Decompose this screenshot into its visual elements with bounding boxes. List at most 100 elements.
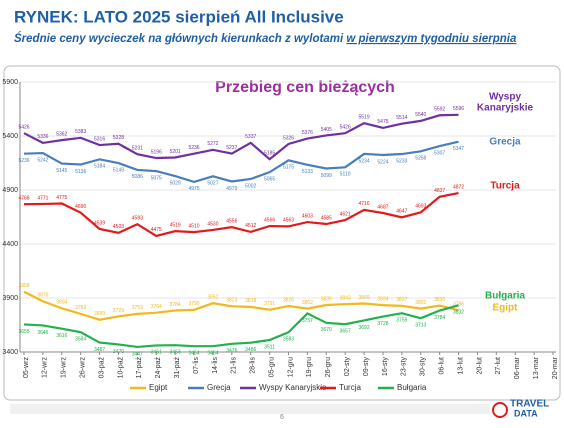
x-tick-label: 17-paź [136, 357, 143, 379]
data-label: 4716 [359, 201, 370, 207]
data-label: 3852 [207, 295, 218, 301]
data-label: 5514 [396, 115, 407, 121]
data-label: 5149 [113, 167, 124, 173]
data-label: 5519 [359, 114, 370, 120]
data-label: 5540 [415, 112, 426, 118]
x-tick-label: 05-gru [268, 357, 275, 377]
data-label: 4690 [75, 204, 86, 210]
subtitle-underlined: w pierwszym tygodniu sierpnia [346, 33, 517, 45]
data-label: 5185 [264, 151, 275, 157]
data-label: 3827 [396, 297, 407, 303]
data-label: 4603 [302, 213, 313, 219]
data-label: 3583 [283, 337, 294, 343]
data-label: 3804 [56, 300, 67, 306]
chart-frame [3, 65, 561, 401]
footer-bar [10, 404, 490, 414]
data-label: 3646 [37, 330, 48, 336]
data-label: 5336 [37, 134, 48, 140]
y-tick-label: 5900 [2, 79, 18, 86]
data-label: 3692 [359, 325, 370, 331]
plot: 3400 3900 4400 4900 5400 5900 05-wrz 12-wrz 19-w… [2, 79, 558, 392]
data-label: 5002 [245, 183, 256, 189]
data-label: 3790 [188, 301, 199, 307]
data-label: 4872 [453, 184, 464, 190]
data-label: 3834 [377, 296, 388, 302]
x-tick-label: 20-lut [476, 357, 483, 375]
data-label: 4519 [170, 222, 181, 228]
data-label: 3713 [415, 323, 426, 329]
x-tick-label: 30-sty [420, 357, 427, 377]
data-label: 5027 [207, 181, 218, 187]
data-label: 5242 [37, 157, 48, 163]
legend-label: Bułgaria [397, 383, 427, 392]
data-label: 3584 [75, 336, 86, 342]
x-tick-label: 09-sty [363, 357, 370, 377]
x-tick-label: 19-gru [306, 357, 313, 377]
x-tick-label: 06-lut [438, 357, 445, 375]
data-label: 4475 [151, 227, 162, 233]
data-label: 3463 [170, 350, 181, 356]
data-label: 4771 [37, 195, 48, 201]
x-tick-label: 13-mar [533, 356, 540, 379]
x-tick-label: 06-mar [514, 356, 521, 379]
logo-icon [492, 402, 508, 418]
x-tick-label: 19-wrz [61, 357, 68, 379]
y-tick-label: 5400 [2, 133, 18, 140]
data-label: 5272 [207, 141, 218, 147]
x-tick-label: 27-lut [495, 357, 502, 375]
data-label: 5376 [302, 130, 313, 136]
data-label: 3764 [151, 304, 162, 310]
data-label: 5110 [340, 172, 351, 178]
data-label: 3670 [321, 327, 332, 333]
data-label: 3784 [434, 315, 445, 321]
data-label: 5086 [132, 174, 143, 180]
data-label: 4693 [415, 204, 426, 210]
data-label: 3447 [132, 351, 143, 357]
legend-label: Egipt [149, 383, 168, 392]
data-label: 4837 [434, 188, 445, 194]
data-label: 5426 [340, 125, 351, 131]
data-label: 3802 [302, 300, 313, 306]
data-label: 5236 [18, 158, 29, 164]
data-label: 5383 [75, 129, 86, 135]
data-label: 3791 [264, 301, 275, 307]
x-tick-label: 12-wrz [42, 357, 49, 379]
data-label: 5258 [415, 156, 426, 162]
data-label: 3461 [151, 350, 162, 356]
data-label: 3699 [94, 311, 105, 317]
chart-title: Przebieg cen bieżących [215, 79, 395, 96]
series-line [23, 191, 459, 238]
x-tick-label: 24-paź [155, 357, 162, 379]
y-tick-label: 4900 [2, 187, 18, 194]
data-label: 5326 [283, 135, 294, 141]
y-tick-label: 4400 [2, 241, 18, 248]
y-tick-label: 3900 [2, 295, 18, 302]
series-annotation: Egipt [493, 303, 519, 314]
slide-title: RYNEK: LATO 2025 sierpień All Inclusive [14, 7, 344, 26]
data-label: 3835 [321, 296, 332, 302]
subtitle-text: Średnie ceny wycieczek na głównych kieru… [14, 32, 344, 45]
data-label: 3729 [113, 308, 124, 314]
data-label: 4556 [226, 218, 237, 224]
data-label: 4583 [132, 216, 143, 222]
series-line [23, 113, 459, 161]
series-annotation: Kanaryjskie [477, 103, 534, 114]
data-label: 5426 [18, 125, 29, 131]
data-label: 3657 [340, 329, 351, 335]
data-label: 4512 [245, 223, 256, 229]
data-label: 3786 [453, 302, 464, 308]
data-label: 5362 [56, 131, 67, 137]
data-label: 4768 [18, 196, 29, 202]
data-label: 4979 [226, 186, 237, 192]
page-number: 6 [280, 414, 284, 421]
legend-label: Grecja [207, 383, 231, 392]
x-tick-label: 14-lis [212, 357, 219, 374]
data-label: 5328 [113, 135, 124, 141]
data-label: 5347 [453, 146, 464, 152]
data-label: 5596 [453, 106, 464, 112]
data-label: 3616 [56, 333, 67, 339]
data-label: 3802 [415, 300, 426, 306]
data-label: 5029 [170, 180, 181, 186]
x-tick-label: 05-wrz [23, 357, 30, 379]
data-label: 4530 [207, 221, 218, 227]
